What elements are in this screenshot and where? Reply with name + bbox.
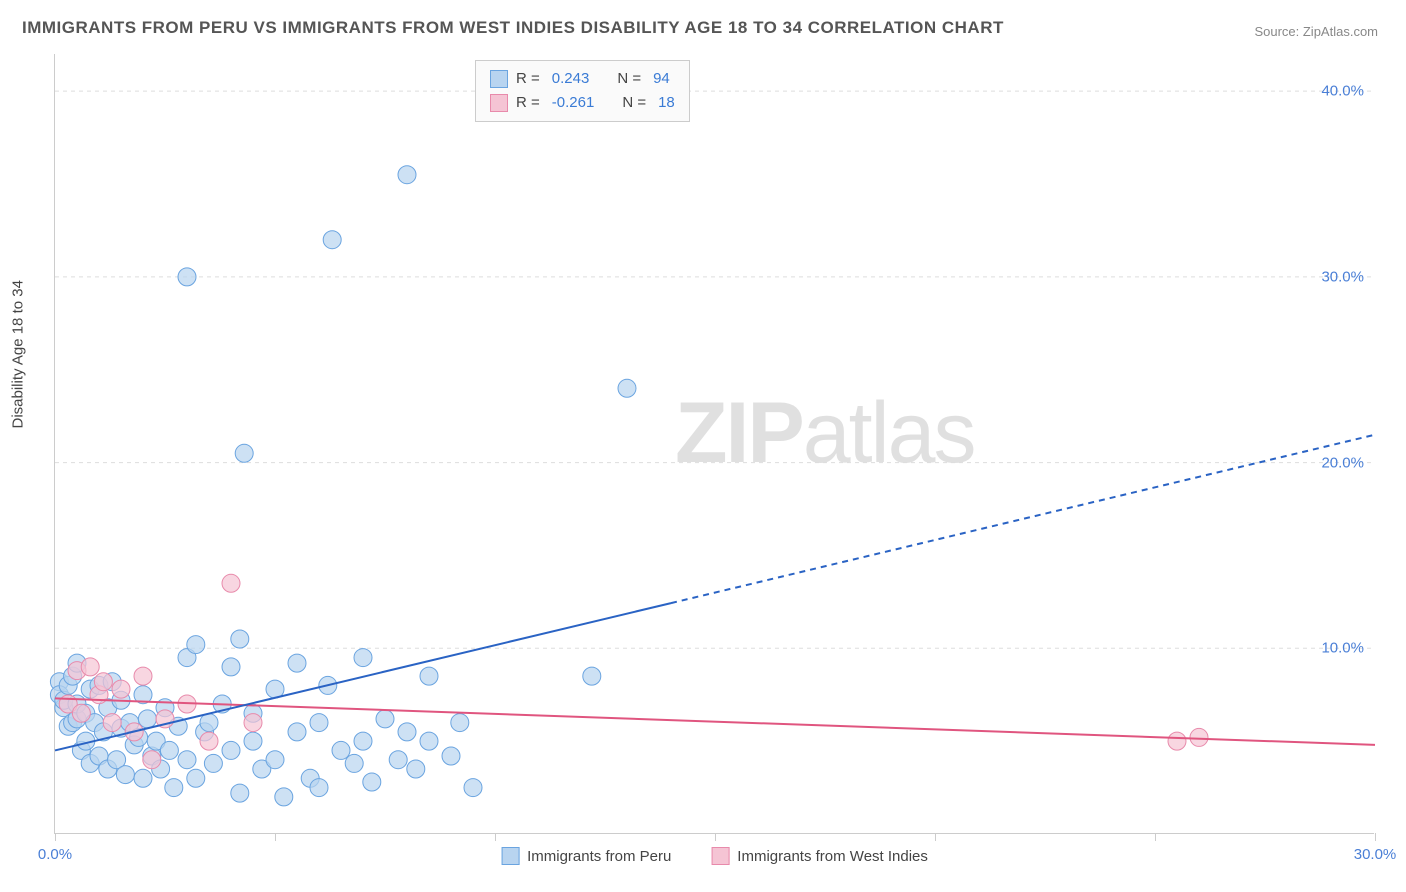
chart-plot-area: ZIPatlas R = 0.243 N = 94 R = -0.261 N =… <box>54 54 1374 834</box>
xtick-label: 0.0% <box>38 846 72 863</box>
stats-legend: R = 0.243 N = 94 R = -0.261 N = 18 <box>475 60 690 122</box>
swatch-west-indies <box>490 94 508 112</box>
xtick <box>275 833 276 841</box>
plot-svg <box>55 54 1374 833</box>
xtick <box>1155 833 1156 841</box>
r-value-wi: -0.261 <box>552 91 595 115</box>
y-axis-label: Disability Age 18 to 34 <box>10 280 27 428</box>
r-label: R = <box>516 67 540 91</box>
ytick-label: 30.0% <box>1321 268 1364 285</box>
legend-label-peru: Immigrants from Peru <box>527 848 671 865</box>
legend-swatch-west-indies <box>711 847 729 865</box>
xtick <box>715 833 716 841</box>
legend-swatch-peru <box>501 847 519 865</box>
bottom-legend: Immigrants from Peru Immigrants from Wes… <box>501 847 928 865</box>
ytick-label: 10.0% <box>1321 640 1364 657</box>
stats-row-wi: R = -0.261 N = 18 <box>490 91 675 115</box>
chart-title: IMMIGRANTS FROM PERU VS IMMIGRANTS FROM … <box>22 18 1004 38</box>
ytick-label: 40.0% <box>1321 83 1364 100</box>
source-attribution: Source: ZipAtlas.com <box>1254 24 1378 39</box>
stats-row-peru: R = 0.243 N = 94 <box>490 67 675 91</box>
swatch-peru <box>490 70 508 88</box>
legend-item-wi: Immigrants from West Indies <box>711 847 928 865</box>
r-label-2: R = <box>516 91 540 115</box>
n-value-wi: 18 <box>658 91 675 115</box>
ytick-label: 20.0% <box>1321 454 1364 471</box>
legend-item-peru: Immigrants from Peru <box>501 847 671 865</box>
xtick <box>495 833 496 841</box>
xtick <box>935 833 936 841</box>
n-label: N = <box>617 67 641 91</box>
xtick <box>55 833 56 841</box>
n-label-2: N = <box>622 91 646 115</box>
xtick <box>1375 833 1376 841</box>
n-value-peru: 94 <box>653 67 670 91</box>
r-value-peru: 0.243 <box>552 67 590 91</box>
xtick-label: 30.0% <box>1354 846 1397 863</box>
legend-label-wi: Immigrants from West Indies <box>737 848 928 865</box>
